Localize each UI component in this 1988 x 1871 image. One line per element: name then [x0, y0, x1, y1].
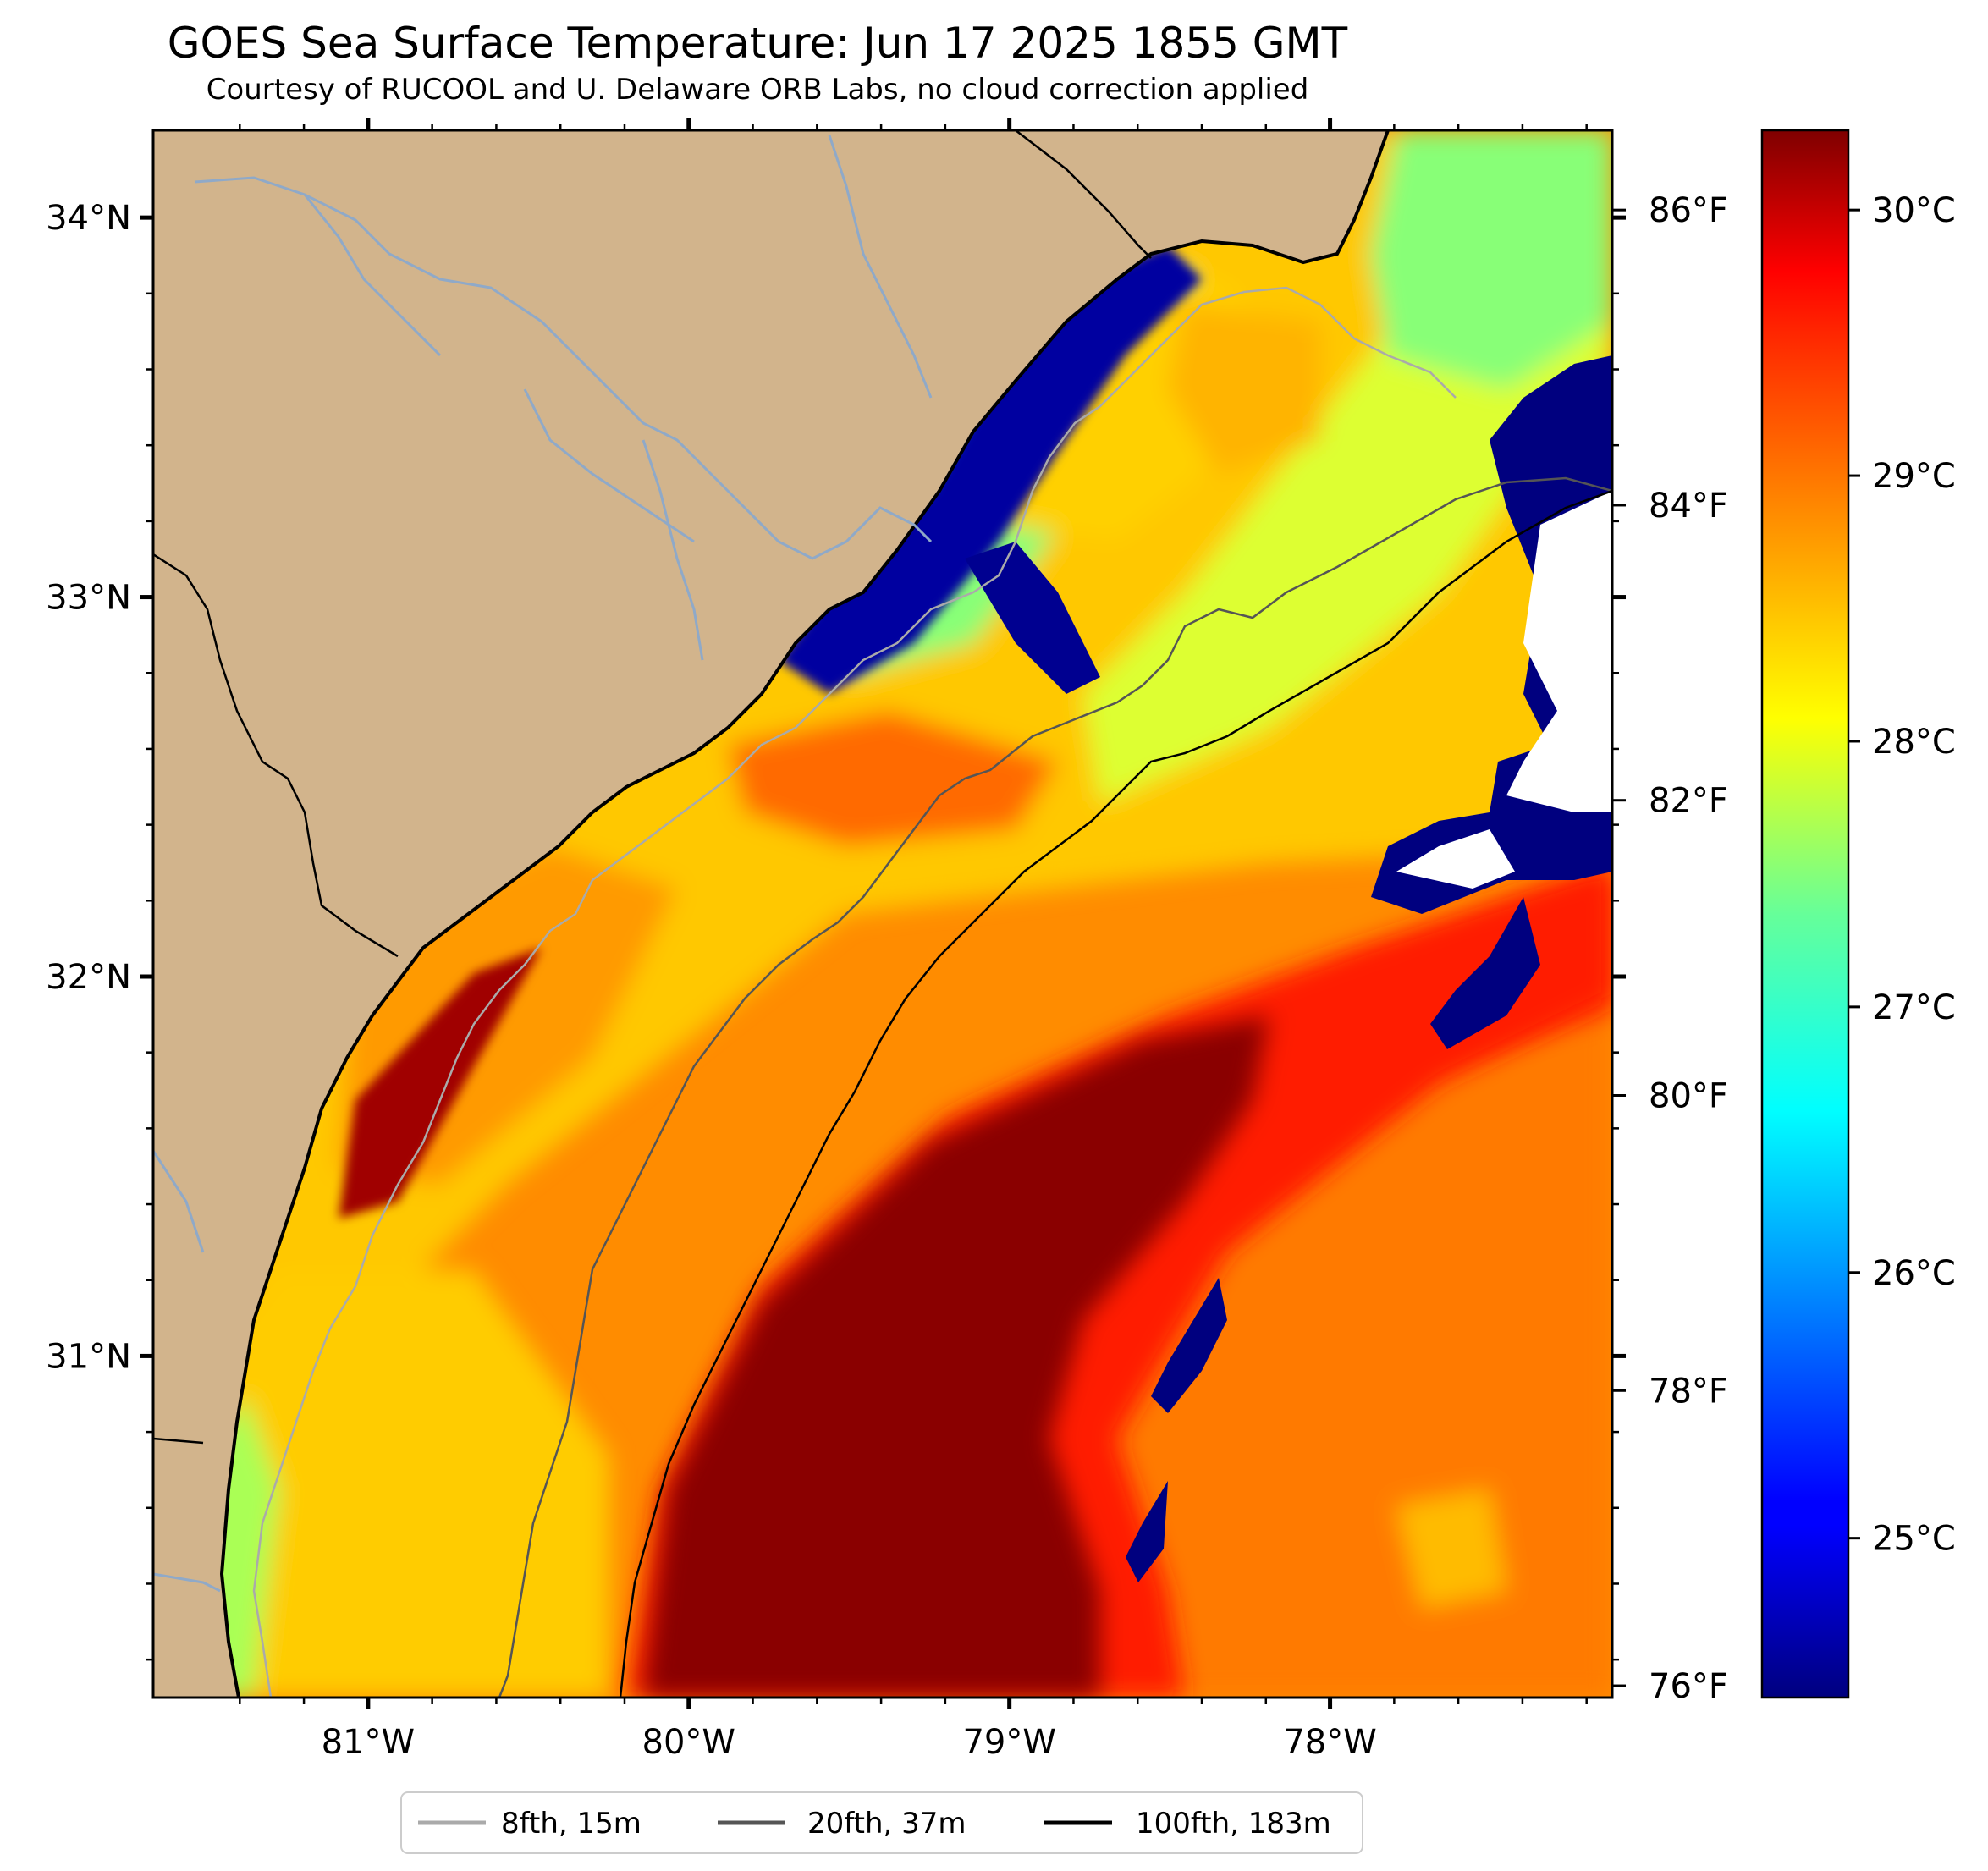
state-borders — [153, 130, 1152, 1445]
lon-tick-label: 81°W — [322, 1723, 415, 1762]
isobath-8fth — [252, 286, 1457, 1698]
lat-tick-label: 32°N — [46, 958, 131, 997]
nearshore-warm — [339, 948, 542, 1219]
rivers — [153, 135, 933, 1593]
legend-label: 20fth, 37m — [807, 1807, 966, 1841]
gulf-stream-core — [643, 1015, 1269, 1698]
fahrenheit-tick-label: 82°F — [1649, 782, 1728, 821]
fahrenheit-tick-label: 78°F — [1649, 1372, 1728, 1411]
cool-patch — [965, 542, 1100, 694]
fahrenheit-tick-label: 80°F — [1649, 1076, 1728, 1115]
longitude-axis: 81°W 80°W 79°W 78°W — [322, 118, 1377, 1762]
isobath-20fth — [498, 476, 1612, 1698]
lon-tick-label: 79°W — [962, 1723, 1055, 1762]
map-frame — [151, 129, 1614, 1699]
colorbar-tick-label: 25°C — [1872, 1520, 1956, 1559]
latitude-axis: 34°N 33°N 32°N 31°N — [46, 199, 1626, 1376]
legend-label: 8fth, 15m — [501, 1807, 642, 1841]
colorbar-tick-label: 27°C — [1872, 988, 1956, 1027]
fahrenheit-tick-label: 86°F — [1649, 191, 1728, 230]
legend-items: 8fth, 15m 20fth, 37m 100fth, 183m — [418, 1807, 1331, 1841]
land — [153, 130, 1388, 1698]
fahrenheit-axis: 86°F 84°F 82°F 80°F 78°F 76°F — [1612, 191, 1728, 1706]
colorbar-tick-label: 26°C — [1872, 1254, 1956, 1293]
minor-ticks — [146, 124, 1619, 1704]
legend — [400, 1791, 1363, 1854]
colorbar-ticks: 30°C 29°C 28°C 27°C 26°C 25°C — [1848, 191, 1956, 1559]
cool-band — [779, 245, 1202, 694]
map-panel — [153, 130, 1612, 1698]
colorbar-tick-label: 30°C — [1872, 191, 1956, 230]
lat-tick-label: 31°N — [46, 1337, 131, 1376]
map-subtitle: Courtesy of RUCOOL and U. Delaware ORB L… — [206, 73, 1309, 107]
legend-label: 100fth, 183m — [1136, 1807, 1331, 1841]
lon-tick-label: 78°W — [1283, 1723, 1376, 1762]
isobath-100fth — [619, 489, 1612, 1698]
colorbar-tick-label: 29°C — [1872, 457, 1956, 496]
colorbar-tick-label: 28°C — [1872, 723, 1956, 762]
coastline — [219, 130, 1390, 1698]
colorbar — [1760, 129, 1850, 1699]
no-data-areas — [1396, 491, 1612, 889]
lat-tick-label: 33°N — [46, 579, 131, 618]
lon-tick-label: 80°W — [642, 1723, 735, 1762]
fahrenheit-tick-label: 76°F — [1649, 1667, 1728, 1706]
lat-tick-label: 34°N — [46, 199, 131, 238]
fahrenheit-tick-label: 84°F — [1649, 487, 1728, 526]
map-title: GOES Sea Surface Temperature: Jun 17 202… — [167, 19, 1348, 68]
